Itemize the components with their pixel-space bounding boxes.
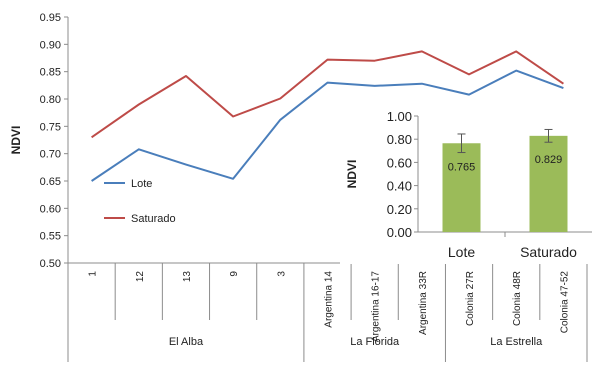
inset-y-tick-label: 1.00 [387, 109, 412, 124]
y-tick-label: 0.80 [40, 94, 61, 106]
x-tick-label: Colonia 48R [512, 271, 523, 326]
group-label: La Florida [350, 336, 400, 348]
x-tick-label: Colonia 27R [465, 271, 476, 326]
inset-y-tick-label: 0.40 [387, 179, 412, 194]
x-tick-label: 12 [135, 271, 146, 283]
inset-x-tick-label: Lote [448, 244, 475, 260]
y-tick-label: 0.95 [40, 12, 61, 24]
y-tick-label: 0.60 [40, 203, 61, 215]
y-tick-label: 0.85 [40, 67, 61, 79]
y-tick-label: 0.70 [40, 149, 61, 161]
y-tick-label: 0.90 [40, 39, 61, 51]
y-tick-label: 0.50 [40, 258, 61, 270]
legend-label: Lote [131, 178, 152, 190]
y-tick-label: 0.55 [40, 231, 61, 243]
inset-x-tick-label: Saturado [520, 244, 577, 260]
inset-bar-value-label: 0.829 [535, 154, 563, 166]
y-tick-label: 0.75 [40, 121, 61, 133]
legend-label: Saturado [131, 213, 176, 225]
group-label: El Alba [169, 336, 204, 348]
x-tick-label: Colonia 47-52 [559, 271, 570, 334]
x-tick-label: Argentina 14 [324, 271, 335, 328]
x-tick-label: Argentina 33R [418, 271, 429, 335]
inset-bar-lote [442, 143, 481, 232]
series-line-lote [91, 69, 564, 182]
inset-y-tick-label: 0.00 [387, 225, 412, 240]
series-line-saturado [91, 50, 564, 139]
x-tick-label: 3 [276, 271, 287, 277]
y-tick-label: 0.65 [40, 176, 61, 188]
x-tick-label: 9 [229, 271, 240, 277]
inset-y-axis-title: NDVI [345, 160, 359, 189]
x-tick-label: 13 [182, 271, 193, 283]
inset-y-tick-label: 0.60 [387, 155, 412, 170]
x-tick-label: 1 [88, 271, 99, 277]
group-label: La Estrella [490, 336, 543, 348]
x-tick-label: Argentina 16-17 [371, 271, 382, 343]
inset-bar-value-label: 0.765 [448, 161, 476, 173]
inset-bar-saturado [529, 135, 568, 232]
inset-y-tick-label: 0.80 [387, 132, 412, 147]
y-axis-title: NDVI [9, 126, 23, 155]
inset-y-tick-label: 0.20 [387, 202, 412, 217]
